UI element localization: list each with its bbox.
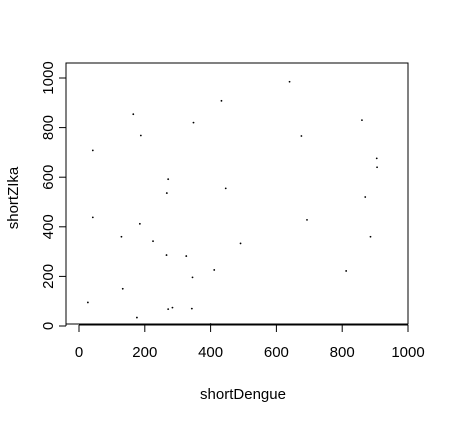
data-point bbox=[167, 308, 170, 311]
data-point bbox=[136, 316, 138, 319]
x-tick-label: 600 bbox=[264, 344, 289, 361]
x-tick-label: 1000 bbox=[391, 344, 424, 361]
data-point bbox=[345, 270, 348, 272]
data-point bbox=[165, 254, 168, 256]
data-point bbox=[152, 240, 154, 243]
data-point bbox=[224, 187, 227, 190]
data-point bbox=[91, 149, 94, 152]
y-axis: 0 200 400 600 800 1000 bbox=[40, 61, 67, 330]
x-axis: 0 200 400 600 800 1000 bbox=[75, 324, 425, 361]
data-point bbox=[192, 121, 195, 124]
data-point bbox=[239, 242, 242, 245]
data-point bbox=[165, 192, 168, 194]
x-tick-label: 200 bbox=[132, 344, 157, 361]
x-tick-label: 800 bbox=[330, 344, 355, 361]
data-point bbox=[361, 119, 363, 122]
data-point bbox=[120, 235, 123, 238]
y-axis-label: shortZIka bbox=[5, 166, 22, 229]
y-tick-label: 400 bbox=[40, 214, 57, 239]
data-point bbox=[185, 255, 188, 257]
x-tick-label: 0 bbox=[75, 344, 83, 361]
y-tick-label: 1000 bbox=[40, 61, 57, 94]
data-point bbox=[86, 301, 89, 304]
y-tick-label: 800 bbox=[40, 115, 57, 140]
data-point bbox=[209, 323, 212, 325]
data-point bbox=[306, 218, 308, 221]
data-point bbox=[376, 166, 378, 169]
y-tick-label: 600 bbox=[40, 165, 57, 190]
x-tick-label: 400 bbox=[198, 344, 223, 361]
data-point bbox=[190, 307, 193, 310]
data-point bbox=[121, 287, 124, 290]
y-tick-label: 0 bbox=[40, 322, 57, 330]
data-point bbox=[132, 113, 135, 116]
x-axis-label: shortDengue bbox=[200, 386, 286, 403]
data-point bbox=[288, 80, 291, 83]
data-point bbox=[213, 269, 216, 271]
data-point bbox=[364, 196, 367, 198]
data-point bbox=[167, 178, 170, 181]
data-point bbox=[139, 134, 142, 137]
data-point bbox=[300, 135, 303, 137]
data-point bbox=[91, 216, 94, 219]
data-points bbox=[86, 80, 378, 325]
data-point bbox=[138, 222, 141, 225]
data-point bbox=[171, 306, 174, 309]
data-point bbox=[191, 276, 194, 279]
data-point bbox=[369, 235, 372, 238]
data-point bbox=[375, 157, 378, 160]
y-tick-label: 200 bbox=[40, 264, 57, 289]
data-point bbox=[220, 99, 223, 102]
